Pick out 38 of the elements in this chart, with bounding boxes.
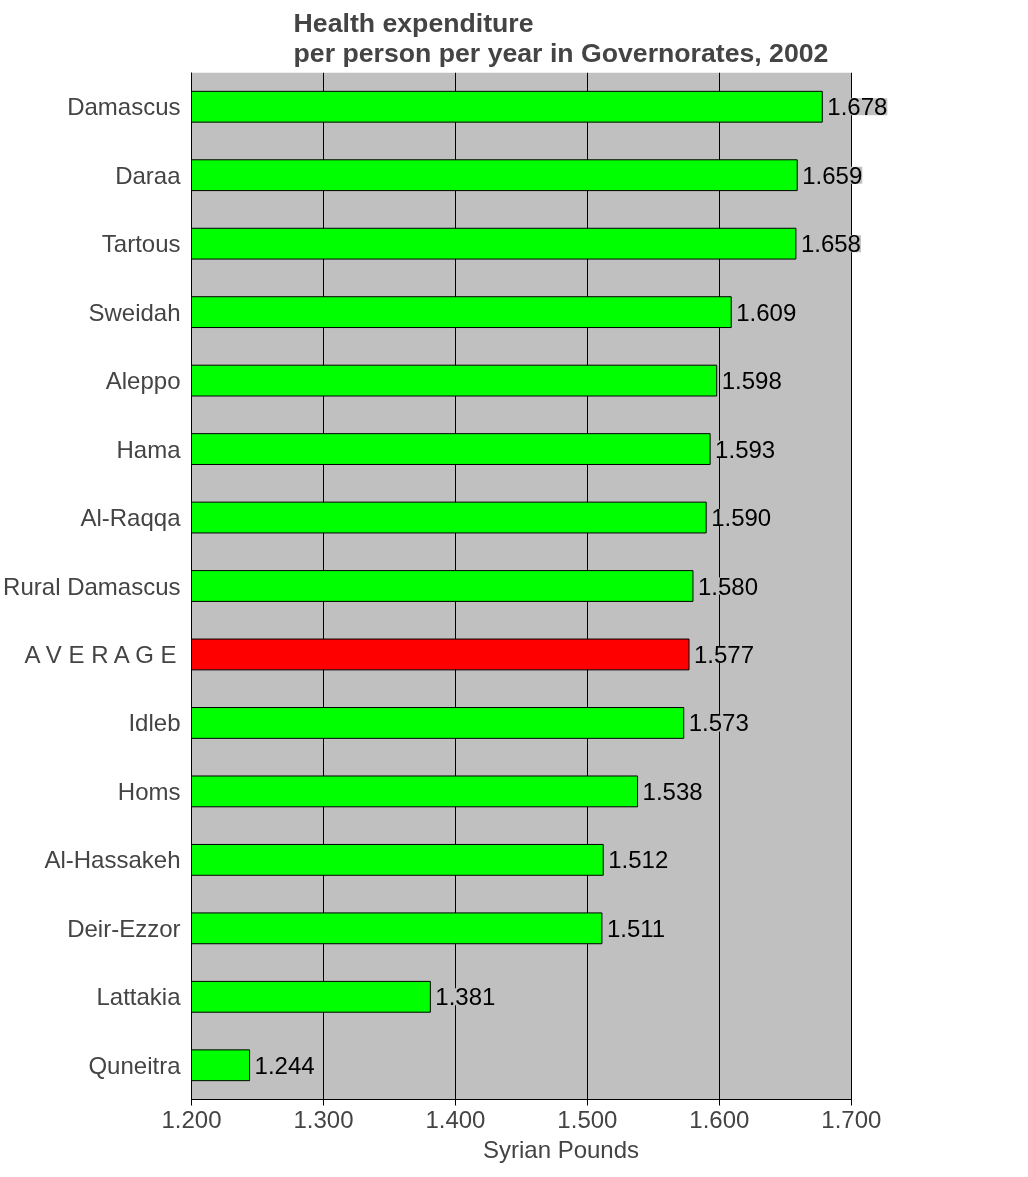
- x-tick-label: 1.200: [161, 1105, 222, 1133]
- data-label: 1.658: [800, 230, 861, 258]
- data-label: 1.590: [711, 504, 772, 532]
- y-tick-label: Sweidah: [88, 298, 181, 326]
- y-tick-label: Tartous: [101, 230, 181, 258]
- x-tick-label: 1.400: [425, 1105, 486, 1133]
- data-label: 1.580: [697, 572, 759, 600]
- chart-title: Health expenditure per person per year in Governorates, 2002: [293, 7, 829, 68]
- y-tick-label: Deir-Ezzor: [67, 914, 181, 942]
- x-tick-label: 1.300: [293, 1105, 354, 1133]
- y-tick-label: Damascus: [67, 93, 181, 121]
- data-label: 1.381: [435, 983, 496, 1011]
- data-label: 1.659: [802, 161, 863, 189]
- y-tick-label: Homs: [117, 777, 181, 805]
- y-tick-label: Quneitra: [88, 1051, 182, 1079]
- y-tick-label: Hama: [116, 435, 182, 463]
- data-label: 1.511: [606, 914, 666, 942]
- data-label: 1.593: [715, 435, 776, 463]
- y-tick-label: Al-Raqqa: [80, 504, 182, 532]
- y-tick-label: A V E R A G E: [24, 640, 177, 668]
- data-label: 1.244: [254, 1051, 315, 1079]
- y-tick-label: Rural Damascus: [3, 572, 181, 600]
- x-tick-label: 1.500: [557, 1105, 618, 1133]
- x-tick-label: 1.600: [689, 1105, 750, 1133]
- y-tick-label: Daraa: [115, 161, 182, 189]
- y-tick-label: Lattakia: [96, 983, 182, 1011]
- data-label: 1.538: [642, 777, 703, 805]
- y-tick-label: Idleb: [128, 709, 181, 737]
- data-label: 1.512: [608, 846, 669, 874]
- y-tick-label: Aleppo: [105, 367, 181, 395]
- data-label: 1.678: [827, 93, 888, 121]
- data-label: 1.609: [736, 298, 797, 326]
- data-label: 1.573: [688, 709, 749, 737]
- data-label: 1.577: [694, 640, 755, 668]
- data-label: 1.598: [721, 367, 782, 395]
- x-tick-label: 1.700: [821, 1105, 882, 1133]
- y-tick-label: Al-Hassakeh: [44, 846, 181, 874]
- x-axis-title: Syrian Pounds: [482, 1135, 640, 1163]
